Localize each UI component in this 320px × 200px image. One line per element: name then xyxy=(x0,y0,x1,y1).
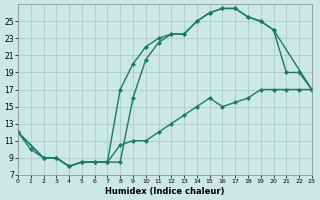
X-axis label: Humidex (Indice chaleur): Humidex (Indice chaleur) xyxy=(105,187,225,196)
